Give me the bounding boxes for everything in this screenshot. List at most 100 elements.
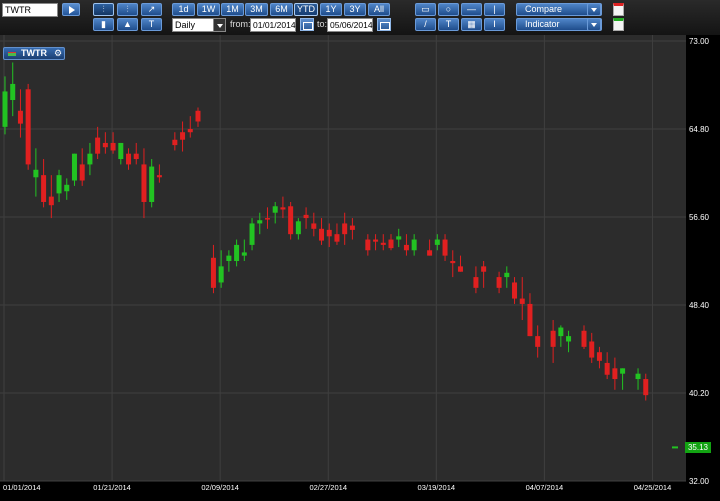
horizontal-line-icon[interactable]: —	[461, 3, 482, 16]
chevron-down-icon[interactable]	[587, 3, 601, 16]
candle-body	[411, 239, 417, 251]
to-label: to:	[317, 19, 328, 29]
period-1m-button[interactable]: 1M	[221, 3, 244, 16]
period-3m-button[interactable]: 3M	[245, 3, 268, 16]
candle-body	[643, 379, 649, 396]
calendar-icon[interactable]	[300, 18, 314, 31]
text-bracket-icon[interactable]: Ⅰ	[484, 18, 505, 31]
x-tick-label: 01/01/2014	[3, 483, 41, 492]
candle-body	[303, 214, 309, 219]
candle-body	[604, 362, 610, 375]
period-6m-button[interactable]: 6M	[270, 3, 293, 16]
candle-body	[280, 207, 286, 210]
candle-body	[504, 272, 510, 278]
candle-body	[388, 239, 394, 249]
candle-body	[141, 164, 147, 202]
y-tick-label: 40.20	[689, 389, 710, 398]
candlestick-icon[interactable]: ⫶	[93, 3, 114, 16]
period-all-button[interactable]: All	[368, 3, 390, 16]
grid-icon[interactable]: ▦	[461, 18, 482, 31]
candle-body	[396, 236, 402, 240]
candle-body	[635, 373, 641, 380]
candle-body	[612, 368, 618, 380]
to-date-input[interactable]: 05/06/2014	[327, 18, 373, 32]
area-chart-icon[interactable]: ▲	[117, 18, 138, 31]
symbol-input[interactable]: TWTR	[2, 3, 58, 17]
x-tick-label: 04/07/2014	[526, 483, 564, 492]
excel-export-icon[interactable]	[613, 18, 624, 31]
x-tick-label: 04/25/2014	[634, 483, 672, 492]
symbol-legend-badge[interactable]: TWTR ⚙	[3, 47, 65, 60]
candle-body	[349, 225, 355, 230]
line-chart-icon[interactable]: ↗	[141, 3, 162, 16]
candle-body	[95, 137, 101, 154]
y-tick-label: 48.40	[689, 301, 710, 310]
candle-body	[535, 336, 541, 347]
candle-body	[288, 206, 294, 235]
trend-line-icon[interactable]: /	[415, 18, 436, 31]
toolbar: TWTR ⫶ ⫶ ↗ ▮ ▲ T 1d 1W 1M 3M 6M YTD 1Y 3…	[0, 0, 720, 35]
candle-body	[2, 91, 8, 127]
candle-body	[48, 196, 54, 206]
period-1d-button[interactable]: 1d	[172, 3, 195, 16]
compare-dropdown[interactable]: Compare	[516, 3, 602, 16]
calendar-icon[interactable]	[377, 18, 391, 31]
candle-body	[226, 255, 232, 261]
x-tick-label: 03/19/2014	[418, 483, 456, 492]
candle-body	[17, 110, 23, 124]
play-icon[interactable]	[62, 3, 80, 16]
period-1w-button[interactable]: 1W	[197, 3, 220, 16]
candle-body	[41, 175, 47, 202]
candle-body	[311, 223, 317, 229]
gear-icon[interactable]: ⚙	[54, 48, 63, 58]
chevron-down-icon[interactable]	[587, 18, 601, 31]
candle-body	[473, 277, 479, 288]
chevron-down-icon[interactable]	[213, 18, 226, 32]
candle-body	[427, 250, 433, 256]
candle-body	[272, 206, 278, 213]
volume-bars-icon[interactable]: ▮	[93, 18, 114, 31]
indicator-dropdown[interactable]: Indicator	[516, 18, 602, 31]
candlestick-chart[interactable]: 73.00 64.80 56.60 48.40 40.20 32.00 01/01/201…	[0, 35, 720, 496]
y-tick-label: 56.60	[689, 213, 710, 222]
candle-body	[25, 89, 31, 165]
candle-body	[620, 368, 626, 374]
x-tick-label: 02/27/2014	[309, 483, 347, 492]
candle-body	[257, 220, 263, 224]
candle-body	[10, 83, 16, 101]
candle-body	[519, 298, 525, 304]
candle-body	[596, 352, 602, 361]
candle-body	[527, 303, 533, 337]
candle-body	[102, 142, 108, 148]
last-price-tag: 35.13	[685, 442, 711, 453]
candle-body	[79, 164, 85, 181]
candle-body	[457, 266, 463, 272]
candle-body	[373, 239, 379, 242]
circle-icon[interactable]: ○	[438, 3, 459, 16]
pdf-export-icon[interactable]	[613, 3, 624, 16]
x-tick-label: 02/09/2014	[201, 483, 239, 492]
candle-body	[481, 266, 487, 272]
candle-body	[133, 153, 139, 160]
candle-body	[264, 218, 270, 220]
ohlc-bar-icon[interactable]: ⫶	[117, 3, 138, 16]
period-1y-button[interactable]: 1Y	[320, 3, 342, 16]
period-ytd-button[interactable]: YTD	[294, 3, 318, 16]
y-tick-label: 73.00	[689, 37, 710, 46]
text-tool-icon[interactable]: T	[438, 18, 459, 31]
rectangle-icon[interactable]: ▭	[415, 3, 436, 16]
symbol-label: TWTR	[21, 48, 47, 58]
candle-body	[403, 244, 409, 251]
candle-body	[180, 132, 186, 140]
vertical-line-icon[interactable]: |	[484, 3, 505, 16]
candle-body	[434, 239, 440, 245]
text-annotation-icon[interactable]: T	[141, 18, 162, 31]
period-3y-button[interactable]: 3Y	[344, 3, 366, 16]
candle-body	[566, 336, 572, 342]
candle-body	[33, 169, 39, 178]
candle-body	[295, 221, 301, 235]
from-date-input[interactable]: 01/01/2014	[250, 18, 296, 32]
candle-body	[241, 252, 247, 256]
chart-area[interactable]: 73.00 64.80 56.60 48.40 40.20 32.00 01/01/201…	[0, 35, 720, 496]
candle-body	[512, 282, 518, 299]
